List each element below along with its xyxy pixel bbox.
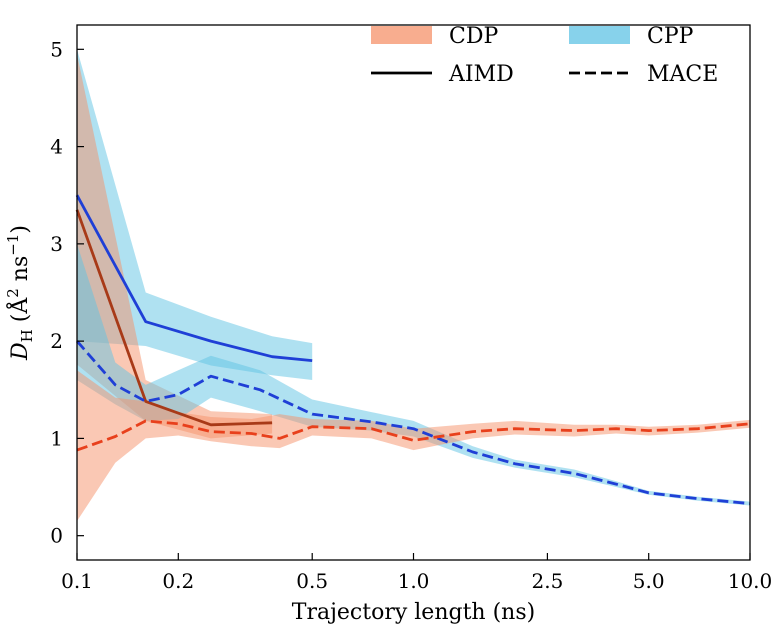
line-cpp-mace [75, 340, 751, 505]
line-cdp-mace [76, 419, 751, 452]
y-tick-label: 1 [50, 426, 63, 450]
plot-frame [76, 24, 751, 561]
y-tick-label: 4 [50, 135, 63, 159]
y-tick-label: 5 [50, 37, 63, 61]
legend-label-cpp: CPP [647, 24, 694, 49]
x-tick-label: 2.5 [532, 569, 564, 593]
x-tick-label: 0.5 [296, 569, 328, 593]
x-axis-label: Trajectory length (ns) [292, 600, 535, 625]
line-cdp-aimd [75, 209, 273, 427]
legend-swatch-cdp [371, 26, 432, 44]
band-cpp-aimd [77, 49, 313, 381]
line-cpp-aimd [75, 194, 313, 362]
band-cdp-mace [77, 370, 750, 522]
y-label-subscript: H [18, 329, 36, 342]
y-label-unit-exponent: 2 [4, 288, 22, 298]
y-label-unit: ) [8, 225, 33, 234]
legend-label-aimd: AIMD [448, 62, 514, 87]
x-tick-label: 1.0 [398, 569, 430, 593]
legend-label-cdp: CDP [449, 24, 498, 49]
y-axis-label: DH (Å2 ns−1) [4, 225, 36, 361]
uncertainty-bands [77, 49, 750, 522]
y-label-unit-exponent: −1 [4, 234, 22, 256]
band-cpp-mace [77, 243, 750, 506]
legend-label-mace: MACE [647, 62, 718, 87]
y-label-unit: (Å [5, 297, 33, 330]
axis-ticks: 0.1 0.2 0.5 1.0 2.5 5.0 10.0 0 1 2 3 4 5 [50, 37, 772, 593]
series-lines [75, 194, 751, 505]
y-tick-label: 2 [50, 329, 63, 353]
x-tick-label: 0.2 [162, 569, 194, 593]
x-tick-label: 0.1 [61, 569, 93, 593]
legend-swatch-cpp [569, 26, 630, 44]
y-label-unit: ns [8, 256, 33, 288]
y-tick-label: 3 [50, 232, 63, 256]
y-label-symbol: D [8, 342, 33, 361]
x-tick-label: 10.0 [728, 569, 773, 593]
legend: CDP CPP AIMD MACE [371, 24, 718, 87]
x-tick-label: 5.0 [633, 569, 665, 593]
y-tick-label: 0 [50, 524, 63, 548]
